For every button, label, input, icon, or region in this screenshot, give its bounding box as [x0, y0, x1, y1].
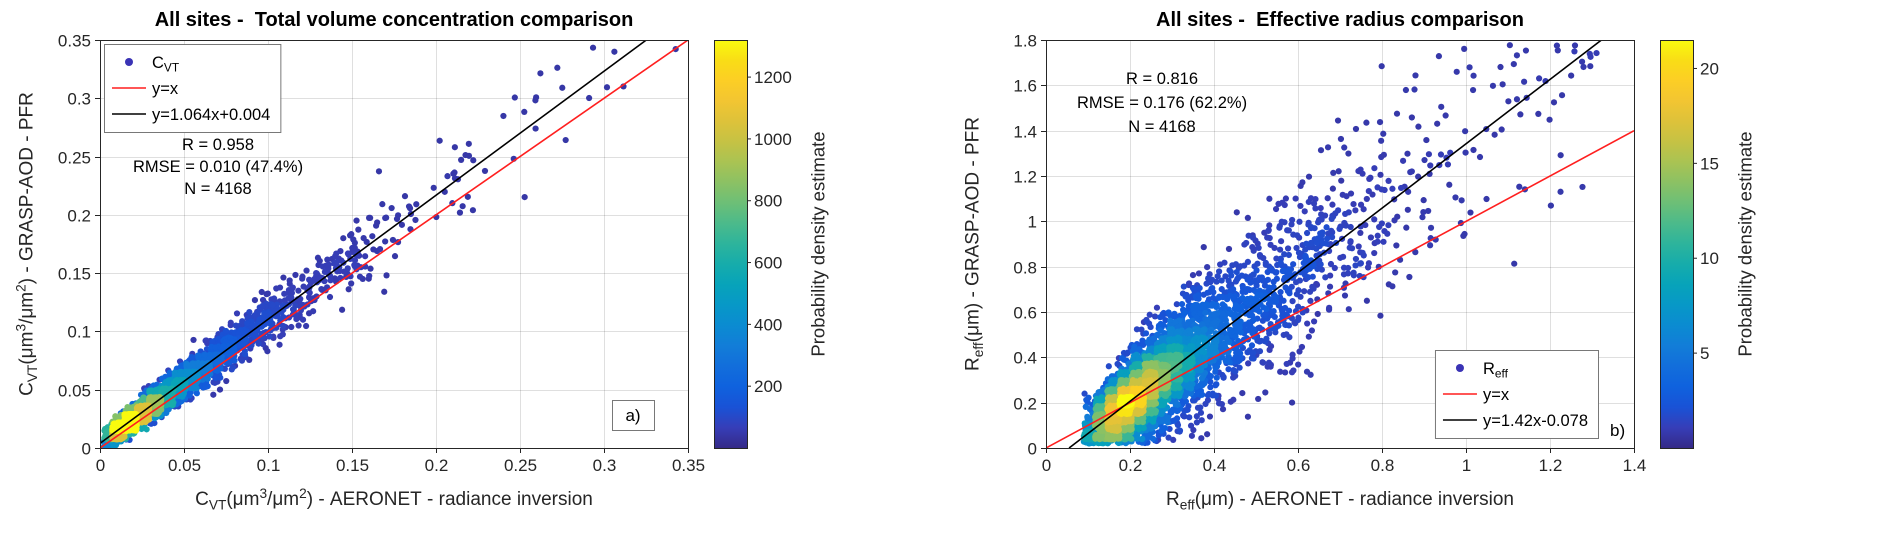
- chart-canvas-total-volume: [0, 0, 946, 556]
- chart-canvas-effective-radius: [946, 0, 1892, 556]
- panel-a: [0, 0, 946, 556]
- panel-b: [946, 0, 1892, 556]
